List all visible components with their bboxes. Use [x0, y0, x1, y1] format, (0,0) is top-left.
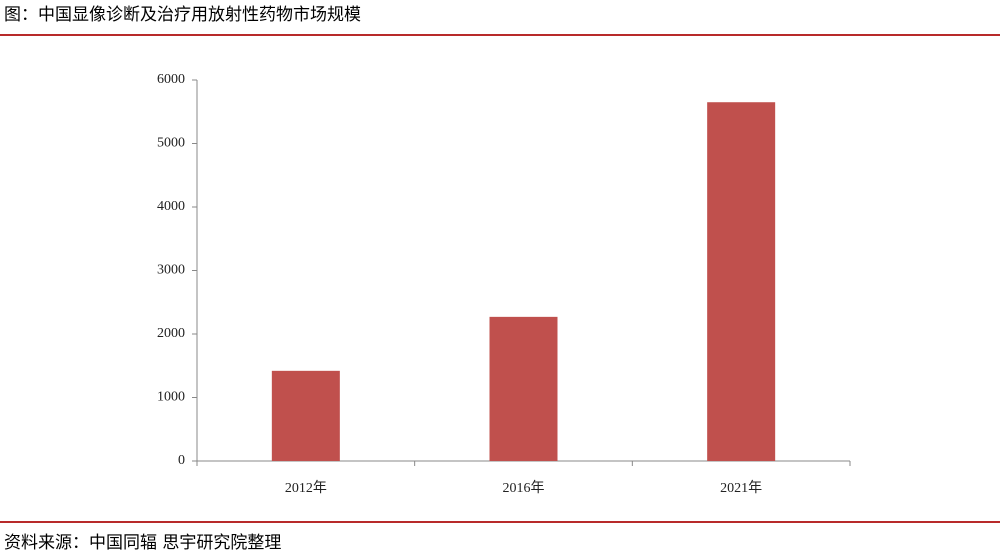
- y-tick-label: 0: [178, 453, 185, 468]
- bar: [489, 316, 558, 461]
- x-tick-label: 2016年: [503, 480, 545, 496]
- x-tick-label: 2021年: [720, 480, 762, 496]
- y-tick-label: 4000: [157, 199, 185, 214]
- y-tick-label: 2000: [157, 326, 185, 341]
- chart-title: 图：中国显像诊断及治疗用放射性药物市场规模: [4, 5, 361, 25]
- y-tick-label: 6000: [157, 72, 185, 87]
- y-tick-label: 1000: [157, 390, 185, 405]
- source-note: 资料来源：中国同辐 思宇研究院整理: [4, 533, 281, 553]
- bar: [271, 370, 340, 461]
- x-tick-label: 2012年: [285, 480, 327, 496]
- bar: [707, 102, 776, 461]
- y-tick-label: 5000: [157, 136, 185, 151]
- y-tick-label: 3000: [157, 263, 185, 278]
